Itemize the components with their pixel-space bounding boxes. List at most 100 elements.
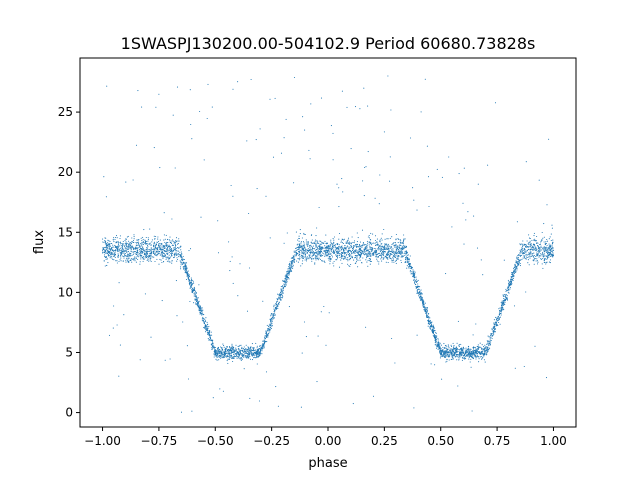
data-point bbox=[309, 254, 311, 256]
data-point bbox=[184, 272, 186, 274]
data-point bbox=[537, 254, 539, 256]
data-point bbox=[548, 246, 550, 248]
data-point bbox=[346, 258, 348, 260]
data-point bbox=[424, 307, 426, 309]
data-point bbox=[526, 250, 528, 252]
data-point bbox=[366, 244, 368, 246]
data-point bbox=[316, 255, 318, 257]
data-point bbox=[354, 106, 357, 108]
data-point bbox=[505, 294, 507, 296]
data-point bbox=[127, 244, 129, 246]
data-point bbox=[354, 250, 356, 252]
data-point bbox=[521, 243, 523, 245]
data-point bbox=[232, 360, 234, 363]
data-point bbox=[450, 353, 452, 355]
data-point bbox=[467, 348, 469, 350]
data-point bbox=[370, 244, 373, 246]
data-point bbox=[388, 255, 390, 257]
data-point bbox=[261, 347, 263, 349]
data-point bbox=[543, 223, 545, 225]
data-point bbox=[398, 244, 400, 246]
data-point bbox=[169, 242, 171, 244]
data-point bbox=[289, 268, 291, 270]
data-point bbox=[240, 352, 242, 355]
data-point bbox=[137, 244, 139, 246]
data-point bbox=[436, 344, 438, 346]
data-point bbox=[529, 253, 531, 255]
data-point bbox=[180, 249, 182, 251]
data-point bbox=[173, 254, 175, 256]
data-point bbox=[394, 256, 397, 259]
data-point bbox=[505, 298, 507, 300]
data-point bbox=[508, 292, 510, 294]
data-point bbox=[539, 249, 541, 251]
data-point bbox=[180, 261, 182, 263]
data-point bbox=[117, 240, 119, 242]
data-point bbox=[368, 253, 370, 255]
data-point bbox=[488, 340, 490, 342]
data-point bbox=[427, 315, 429, 317]
data-point bbox=[213, 345, 215, 347]
data-point bbox=[369, 259, 371, 261]
data-point bbox=[544, 243, 546, 245]
data-point bbox=[380, 253, 382, 255]
data-point bbox=[418, 295, 420, 297]
data-point bbox=[353, 259, 355, 261]
data-point bbox=[243, 368, 245, 370]
data-point bbox=[293, 251, 295, 253]
data-point bbox=[345, 248, 347, 250]
data-point bbox=[132, 248, 135, 250]
data-point bbox=[374, 242, 376, 244]
data-point bbox=[338, 251, 340, 254]
data-point bbox=[427, 321, 429, 323]
data-point bbox=[432, 328, 434, 330]
data-point bbox=[457, 320, 459, 322]
data-point bbox=[401, 250, 403, 252]
data-point bbox=[155, 235, 157, 238]
data-point bbox=[176, 260, 178, 262]
data-point bbox=[372, 233, 374, 235]
data-point bbox=[515, 271, 517, 273]
data-point bbox=[319, 258, 321, 260]
data-point bbox=[149, 228, 151, 230]
data-point bbox=[441, 356, 443, 358]
data-point bbox=[304, 253, 306, 255]
data-point bbox=[247, 346, 249, 348]
data-point bbox=[175, 280, 177, 282]
data-point bbox=[204, 319, 206, 321]
data-point bbox=[443, 352, 445, 354]
data-point bbox=[521, 252, 523, 254]
data-point bbox=[500, 308, 502, 310]
data-point bbox=[380, 237, 382, 239]
data-point bbox=[442, 349, 444, 351]
data-point bbox=[331, 256, 334, 258]
data-point bbox=[264, 337, 266, 339]
data-point bbox=[290, 268, 292, 270]
data-point bbox=[310, 244, 312, 246]
data-point bbox=[265, 334, 267, 336]
data-point bbox=[468, 349, 470, 351]
data-point bbox=[186, 268, 188, 270]
data-point bbox=[159, 244, 161, 247]
data-point bbox=[394, 362, 396, 364]
data-point bbox=[521, 247, 523, 249]
data-point bbox=[242, 348, 244, 350]
data-point bbox=[465, 349, 467, 351]
data-point bbox=[231, 256, 233, 258]
data-point bbox=[348, 241, 350, 243]
data-point bbox=[206, 329, 208, 331]
data-point bbox=[405, 260, 407, 262]
data-point bbox=[337, 256, 339, 258]
data-point bbox=[168, 251, 170, 253]
data-point bbox=[119, 241, 122, 243]
data-point bbox=[532, 253, 534, 255]
data-point bbox=[402, 243, 404, 245]
data-point bbox=[467, 347, 469, 349]
data-point bbox=[248, 356, 250, 358]
data-point bbox=[543, 254, 545, 256]
data-point bbox=[458, 353, 460, 355]
data-point bbox=[167, 246, 169, 248]
data-point bbox=[452, 353, 454, 355]
data-point bbox=[316, 381, 318, 383]
data-point bbox=[145, 249, 147, 251]
